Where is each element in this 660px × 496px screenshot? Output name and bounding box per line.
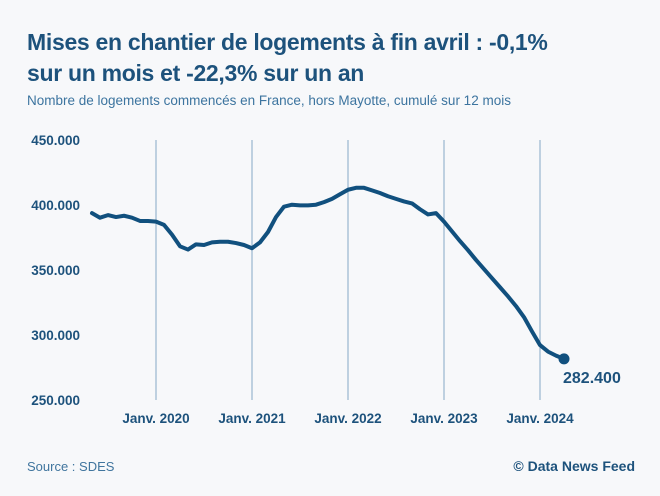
x-tick-label: Janv. 2024 bbox=[506, 411, 574, 426]
y-tick-label: 250.000 bbox=[31, 393, 80, 408]
chart-title-line1: Mises en chantier de logements à fin avr… bbox=[27, 29, 548, 55]
chart-title-line2: sur un mois et -22,3% sur un an bbox=[27, 60, 365, 86]
y-tick-label: 400.000 bbox=[31, 198, 80, 213]
chart-subtitle: Nombre de logements commencés en France,… bbox=[27, 93, 511, 108]
end-value-label: 282.400 bbox=[563, 370, 621, 387]
source-label: Source : SDES bbox=[27, 459, 115, 474]
y-tick-label: 450.000 bbox=[31, 133, 80, 148]
x-tick-label: Janv. 2023 bbox=[410, 411, 478, 426]
x-tick-label: Janv. 2020 bbox=[122, 411, 190, 426]
data-line bbox=[90, 185, 566, 361]
end-point-dot bbox=[558, 353, 570, 365]
x-tick-label: Janv. 2022 bbox=[314, 411, 382, 426]
brand-credit: © Data News Feed bbox=[513, 458, 635, 474]
x-tick-label: Janv. 2021 bbox=[218, 411, 286, 426]
y-tick-label: 350.000 bbox=[31, 263, 80, 278]
y-tick-label: 300.000 bbox=[31, 328, 80, 343]
